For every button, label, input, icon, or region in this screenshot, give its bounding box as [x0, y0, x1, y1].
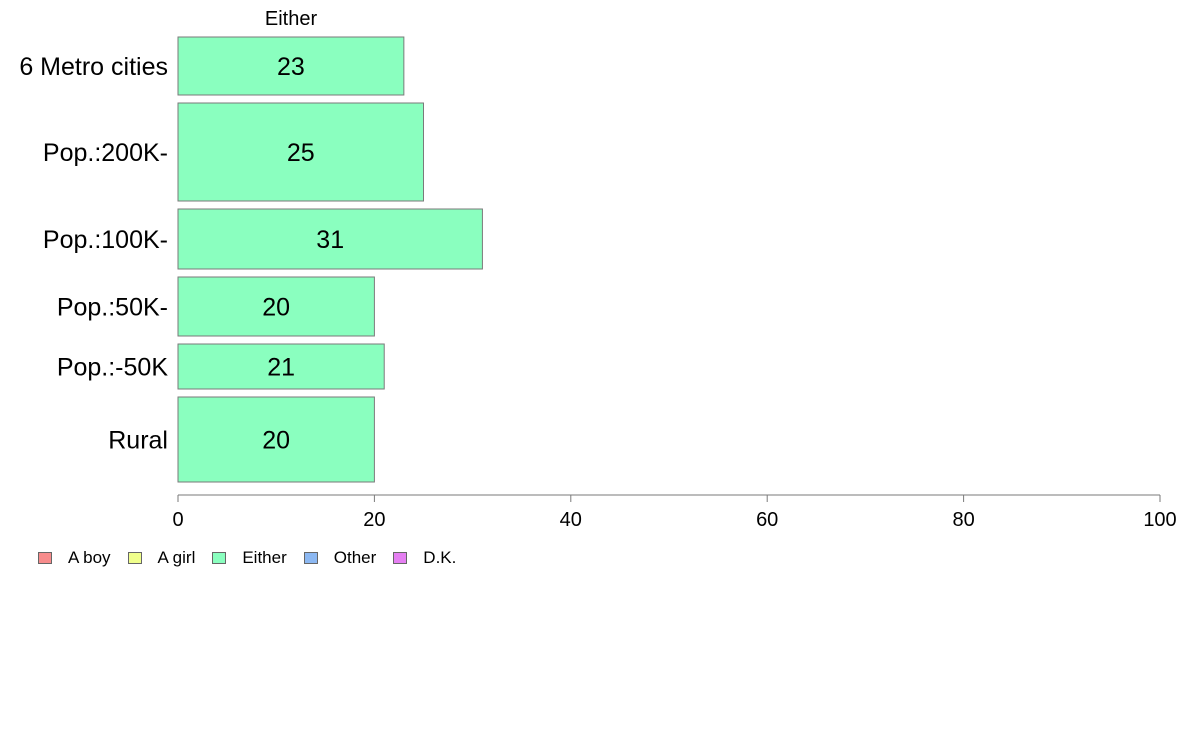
x-tick-label: 100 [1143, 509, 1176, 531]
category-label: Pop.:50K- [57, 294, 168, 322]
bar [177, 396, 375, 483]
legend-item: D.K. [393, 548, 456, 568]
x-tick-label: 80 [952, 509, 974, 531]
bar [177, 276, 375, 337]
legend-label: Either [242, 548, 287, 567]
legend-item: Either [212, 548, 287, 568]
x-tick-label: 40 [560, 509, 582, 531]
legend-label: A girl [157, 548, 196, 567]
legend-label: Other [333, 548, 377, 567]
bar [177, 208, 483, 270]
data-label: 25 [287, 139, 315, 167]
category-label: Rural [108, 427, 168, 455]
legend: A boy A girl Either Other D.K. [38, 548, 473, 568]
legend-label: D.K. [423, 548, 457, 567]
legend-swatch [127, 552, 142, 564]
x-tick-label: 20 [363, 509, 385, 531]
category-label: Pop.:100K- [43, 226, 168, 254]
legend-swatch [212, 552, 227, 564]
category-label: Pop.:-50K [57, 354, 169, 382]
data-label: 23 [277, 53, 305, 81]
legend-swatch [38, 552, 52, 564]
legend-swatch [303, 552, 318, 564]
bar [177, 36, 405, 96]
x-tick-label: 60 [756, 509, 778, 531]
category-label: 6 Metro cities [19, 53, 168, 81]
x-tick-label: 0 [172, 509, 183, 531]
chart-title: Either [265, 8, 318, 30]
legend-item: A girl [127, 548, 196, 568]
x-axis: 0 20 40 60 80 100 [172, 494, 1177, 531]
data-label: 20 [262, 427, 290, 455]
legend-item: A boy [38, 548, 111, 568]
bar [177, 343, 385, 390]
legend-label: A boy [68, 548, 111, 567]
bar [177, 102, 424, 202]
data-label: 21 [267, 354, 295, 382]
data-label: 20 [262, 294, 290, 322]
bars-group: 6 Metro cities 23 Pop.:200K- 25 Pop.:100K- 31… [19, 36, 483, 483]
category-label: Pop.:200K- [43, 139, 168, 167]
legend-swatch [393, 552, 408, 564]
legend-item: Other [303, 548, 377, 568]
data-label: 31 [316, 226, 344, 254]
